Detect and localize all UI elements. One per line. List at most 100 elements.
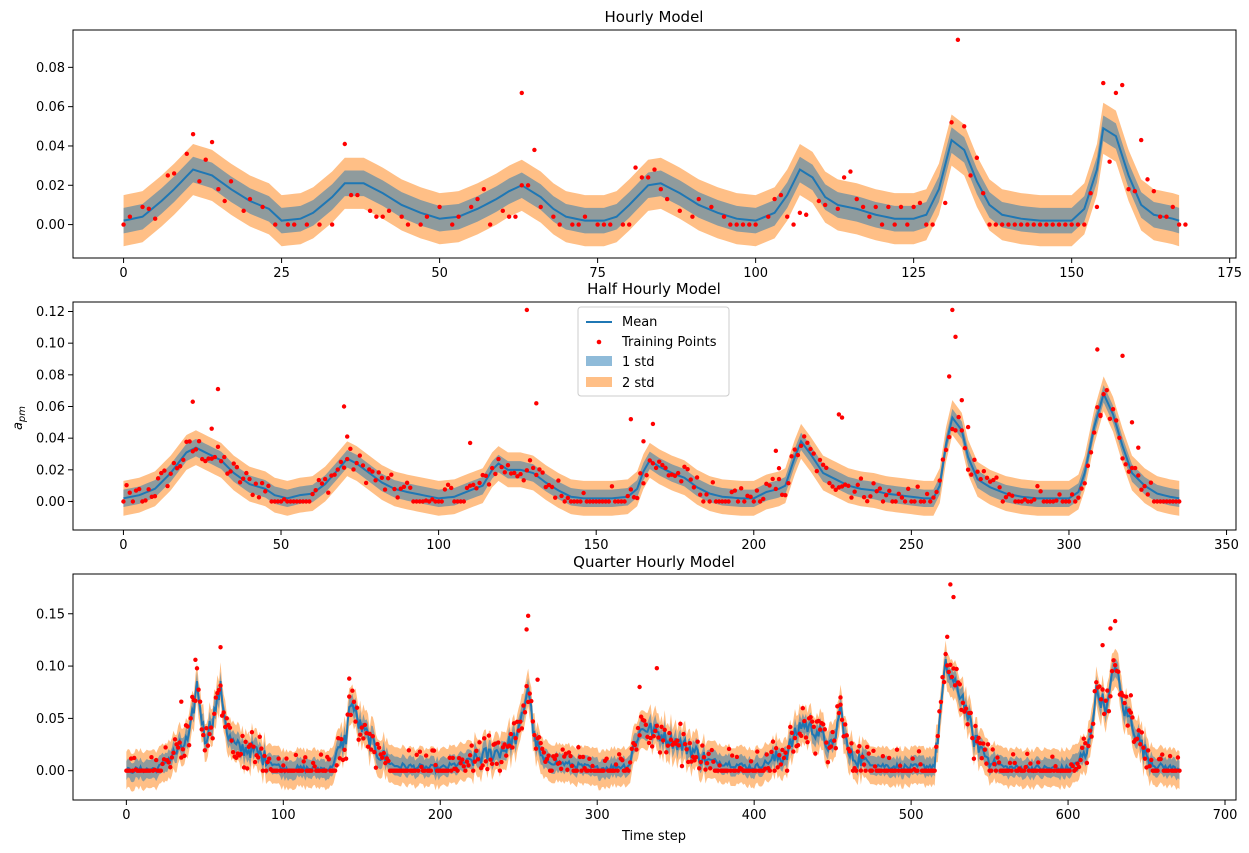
x-tick-label: 100 — [426, 538, 451, 553]
training-point — [215, 444, 221, 449]
training-point — [962, 124, 967, 129]
training-point — [212, 454, 218, 460]
training-point — [1103, 698, 1108, 703]
training-point — [1145, 177, 1150, 182]
training-point — [552, 756, 558, 762]
training-point — [716, 499, 722, 504]
training-point — [682, 741, 688, 747]
training-point — [506, 214, 512, 219]
training-point — [855, 749, 860, 754]
training-point — [653, 465, 659, 471]
training-point — [251, 744, 256, 749]
training-point — [461, 499, 467, 504]
training-point — [121, 499, 126, 504]
training-point — [641, 481, 646, 486]
training-point — [945, 634, 950, 639]
training-point — [513, 735, 518, 741]
training-point — [786, 480, 791, 486]
training-point — [706, 751, 711, 757]
x-tick-label: 0 — [119, 538, 127, 553]
training-point — [417, 749, 423, 754]
training-point — [1113, 90, 1119, 96]
training-point — [244, 470, 249, 476]
training-point — [1174, 768, 1179, 773]
training-point — [860, 754, 865, 760]
y-tick-label: 0.00 — [36, 764, 65, 779]
training-point — [535, 677, 540, 682]
training-point — [376, 470, 381, 475]
training-point — [816, 198, 822, 204]
training-point — [481, 187, 487, 192]
training-point — [414, 499, 419, 504]
training-point — [924, 491, 930, 497]
training-point — [518, 471, 523, 477]
training-point — [653, 728, 658, 734]
training-point — [915, 768, 920, 773]
training-point — [816, 718, 821, 724]
training-point — [1034, 768, 1039, 773]
training-point — [1155, 768, 1160, 773]
training-point — [168, 764, 173, 770]
x-tick-label: 150 — [584, 538, 609, 553]
training-point — [155, 476, 161, 481]
training-point — [524, 307, 530, 313]
training-point — [795, 452, 801, 458]
training-point — [341, 465, 347, 470]
training-point — [672, 473, 678, 479]
training-point — [381, 750, 386, 756]
training-point — [486, 733, 492, 738]
training-point — [976, 735, 981, 741]
training-point — [546, 482, 552, 488]
training-point — [817, 727, 823, 732]
quarter-hourly-plot-area: 0 100 200 300 400 500 600 700 0.00 0.05 0.10 0.15 — [36, 573, 1238, 823]
training-point — [190, 399, 195, 404]
training-point — [948, 582, 953, 587]
training-point — [1108, 626, 1113, 631]
training-point — [1010, 752, 1016, 757]
training-point — [1066, 499, 1072, 504]
training-point — [146, 206, 152, 212]
training-point — [510, 745, 515, 750]
training-point — [863, 768, 868, 773]
training-point — [568, 753, 573, 759]
training-point — [153, 757, 159, 763]
legend-2std-swatch — [586, 377, 612, 387]
training-point — [676, 743, 682, 748]
training-point — [536, 735, 542, 740]
training-point — [1126, 187, 1131, 192]
training-point — [1023, 764, 1028, 770]
training-point — [348, 192, 354, 198]
training-point — [1060, 499, 1065, 504]
training-point — [911, 204, 916, 210]
training-point — [1105, 688, 1110, 693]
training-point — [373, 765, 379, 770]
x-tick-label: 700 — [1213, 808, 1238, 823]
training-point — [612, 768, 617, 773]
y-tick-label: 0.08 — [36, 61, 65, 76]
training-point — [609, 484, 615, 489]
training-point — [494, 761, 499, 767]
training-point — [645, 175, 651, 180]
training-point — [701, 754, 707, 760]
training-point — [698, 492, 703, 497]
training-point — [932, 768, 937, 773]
training-point — [1044, 499, 1050, 504]
training-point — [766, 214, 771, 219]
training-point — [659, 724, 664, 730]
training-point — [963, 706, 969, 711]
training-point — [729, 753, 735, 758]
training-point — [257, 734, 262, 739]
training-point — [522, 710, 528, 715]
training-point — [1095, 405, 1100, 410]
training-point — [728, 768, 733, 773]
training-point — [304, 499, 309, 504]
training-point — [169, 755, 175, 760]
training-point — [1082, 222, 1087, 227]
x-tick-label: 25 — [273, 266, 290, 281]
training-point — [886, 755, 892, 761]
training-point — [1139, 730, 1145, 735]
training-point — [278, 499, 284, 504]
training-point — [780, 747, 785, 753]
training-point — [487, 222, 493, 227]
training-point — [1109, 668, 1115, 674]
